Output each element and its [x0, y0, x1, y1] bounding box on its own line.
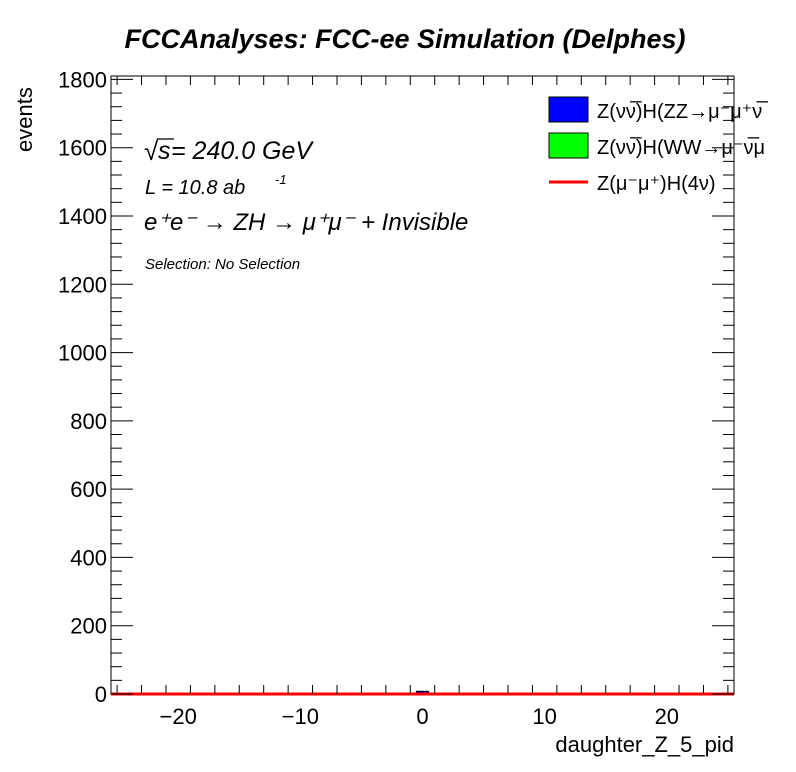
x-tick-label: −10: [282, 704, 319, 729]
y-tick-label: 0: [95, 682, 107, 707]
x-axis-label: daughter_Z_5_pid: [555, 732, 734, 757]
x-axis: −20 −10 0 10 20: [116, 76, 729, 729]
luminosity-annotation: L = 10.8 ab: [145, 177, 245, 199]
plot-frame: [110, 75, 735, 695]
x-tick-label: −20: [160, 704, 197, 729]
legend: Z(νν̅)H(ZZ→μ⁻μ⁺ν̅ Z(νν̅)H(WW→μ⁻ν̅μ Z(μ⁻μ⁺)…: [548, 96, 768, 195]
process-annotation: e⁺e⁻ → ZH → μ⁺μ⁻ + Invisible: [144, 209, 468, 236]
selection-annotation: Selection: No Selection: [145, 256, 300, 273]
y-axis-label: events: [12, 87, 37, 152]
energy-annotation: = 240.0 GeV: [171, 137, 314, 165]
luminosity-exponent: -1: [275, 172, 287, 187]
y-tick-label: 200: [70, 614, 107, 639]
legend-swatch-1: [548, 132, 589, 159]
x-tick-label: 10: [532, 704, 556, 729]
y-tick-label: 1600: [58, 136, 107, 161]
y-tick-label: 1000: [58, 341, 107, 366]
y-tick-label: 800: [70, 409, 107, 434]
y-tick-label: 600: [70, 477, 107, 502]
legend-label-0: Z(νν̅)H(ZZ→μ⁻μ⁺ν̅: [597, 100, 768, 123]
histogram-marks: [111, 690, 734, 696]
y-tick-label: 1400: [58, 204, 107, 229]
x-tick-label: 20: [655, 704, 679, 729]
y-tick-label: 400: [70, 545, 107, 570]
chart-title: FCCAnalyses: FCC-ee Simulation (Delphes): [124, 24, 685, 54]
y-tick-label: 1800: [58, 67, 107, 92]
legend-swatch-0: [548, 96, 589, 123]
legend-label-2: Z(μ⁻μ⁺)H(4ν): [597, 173, 716, 195]
sqrt-symbol: √: [144, 136, 159, 166]
x-tick-label: 0: [416, 704, 428, 729]
sqrt-s-variable: s: [158, 137, 171, 165]
y-tick-label: 1200: [58, 272, 107, 297]
y-axis: 0 200 400 600 800 1000 1200 1400 1600 1800: [58, 67, 734, 707]
legend-label-1: Z(νν̅)H(WW→μ⁻ν̅μ: [597, 136, 765, 159]
